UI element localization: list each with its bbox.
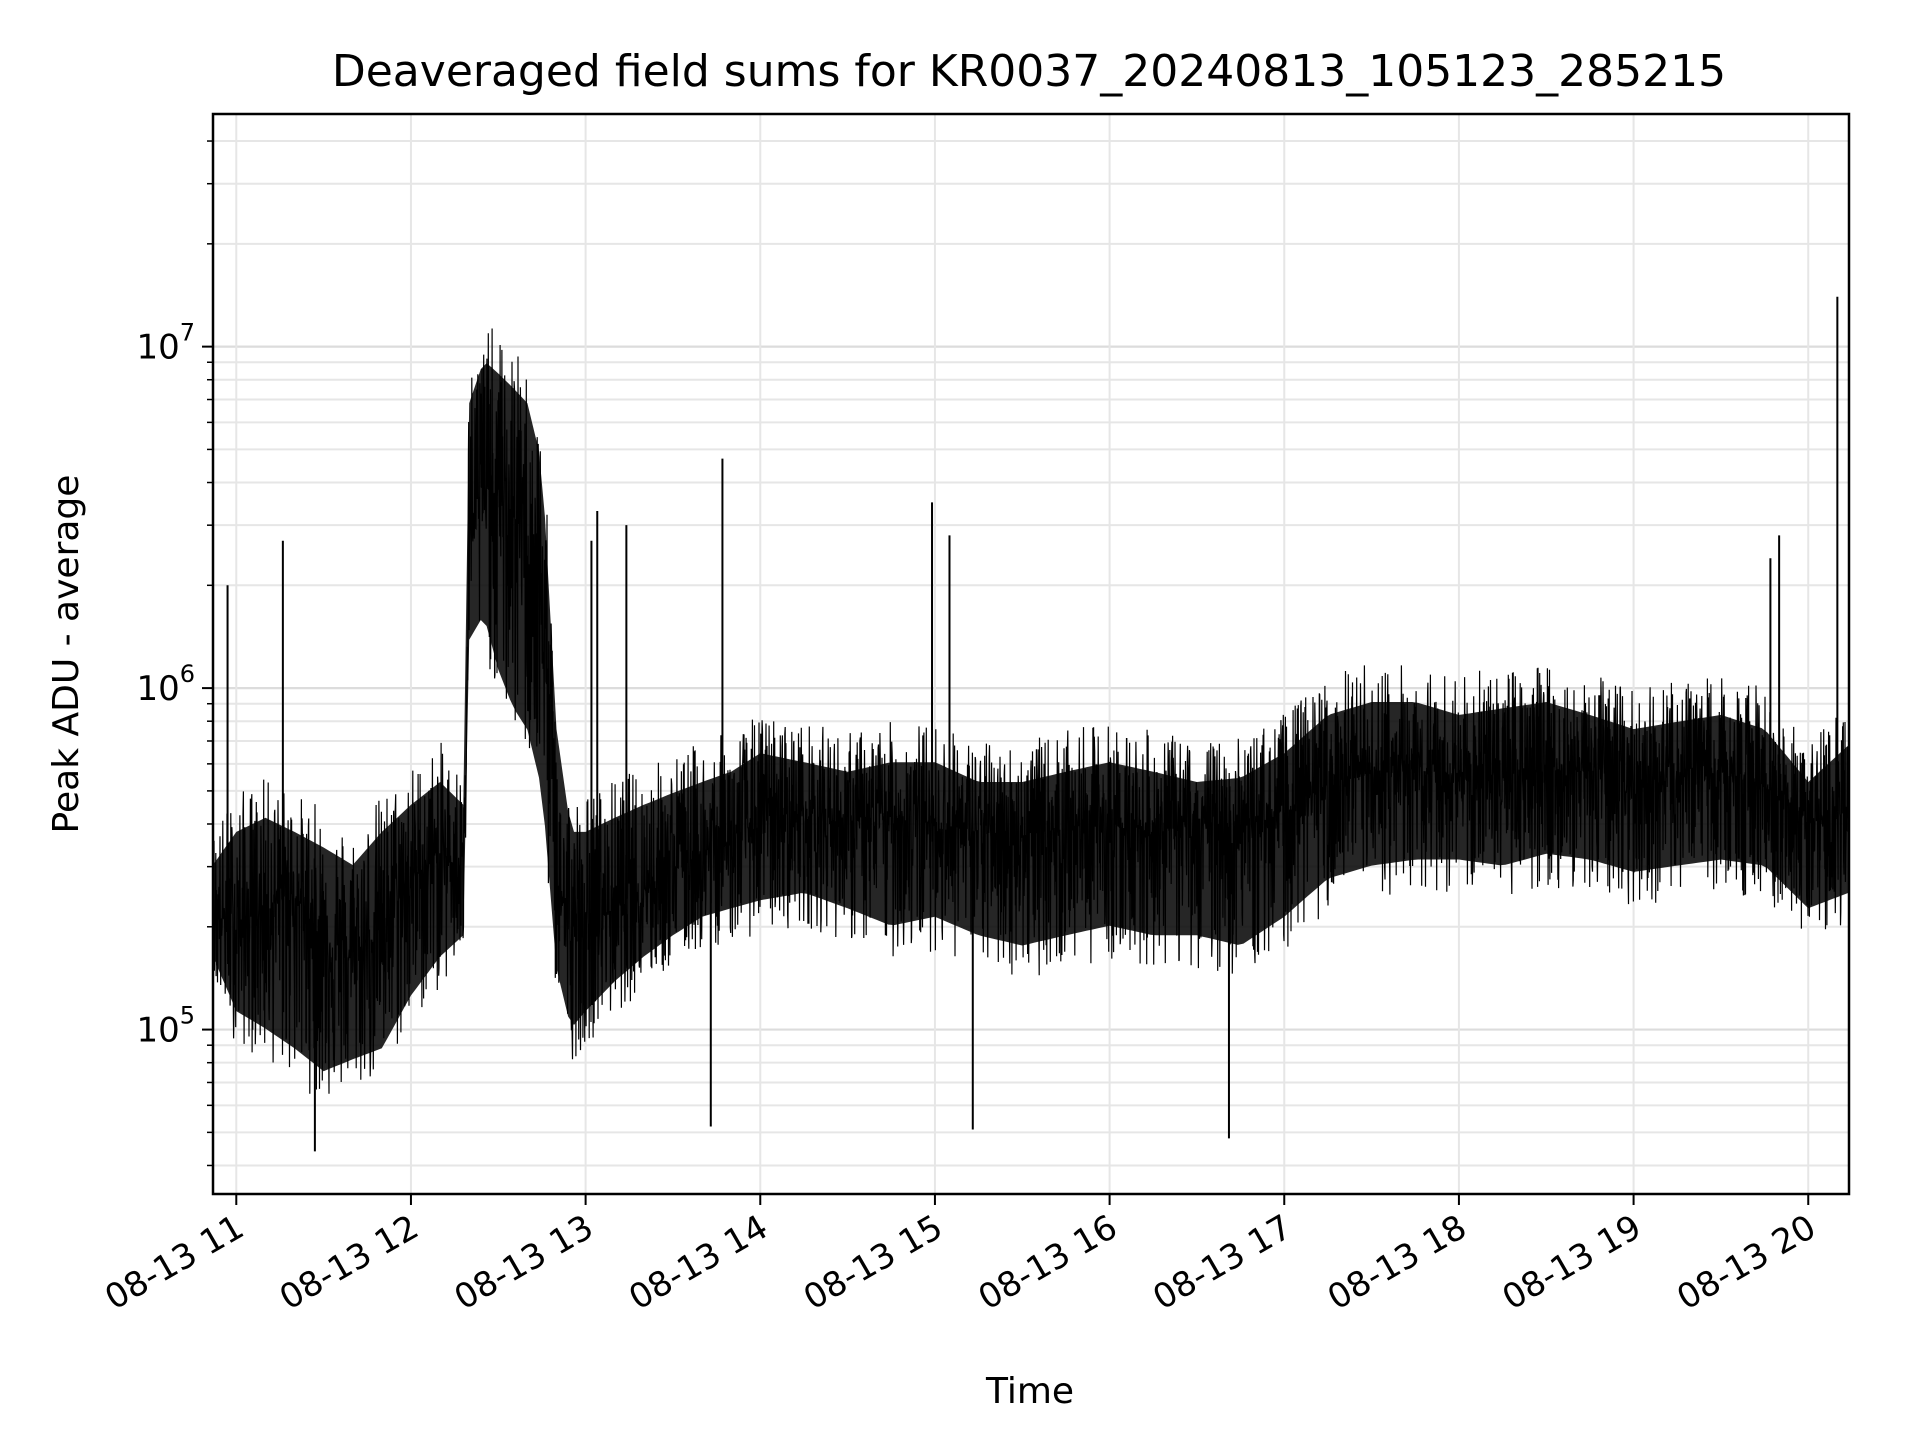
y-tick-label: 106 [136, 660, 195, 709]
plot-frame [211, 112, 1851, 1196]
y-axis-label: Peak ADU - average [46, 475, 87, 834]
chart-title: Deaveraged field sums for KR0037_2024081… [332, 46, 1726, 97]
series-line [212, 328, 1850, 1094]
y-tick-label: 107 [136, 319, 195, 368]
y-tick-label: 105 [136, 1002, 195, 1051]
series-layer [212, 160, 1850, 1152]
y-axis-ticks: 105 106 107 [136, 140, 213, 1167]
plot-background [213, 114, 1849, 1194]
plot-area [211, 112, 1851, 1196]
x-axis-label: Time [985, 1371, 1074, 1412]
